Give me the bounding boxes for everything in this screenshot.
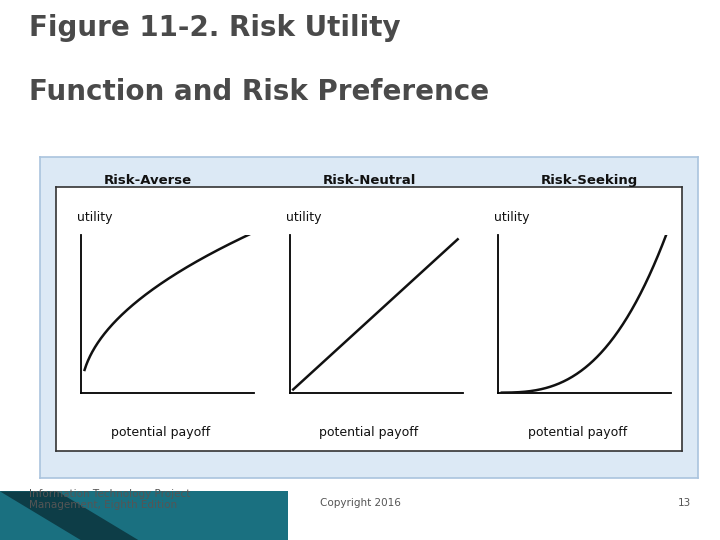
Text: utility: utility: [494, 211, 530, 224]
Text: potential payoff: potential payoff: [111, 426, 210, 438]
Text: potential payoff: potential payoff: [528, 426, 627, 438]
Text: Risk-Seeking: Risk-Seeking: [541, 174, 639, 187]
Text: Copyright 2016: Copyright 2016: [320, 498, 400, 508]
Text: Risk-Neutral: Risk-Neutral: [323, 174, 415, 187]
Text: Function and Risk Preference: Function and Risk Preference: [29, 78, 489, 106]
Text: Risk-Averse: Risk-Averse: [104, 174, 192, 187]
Polygon shape: [0, 491, 138, 540]
Text: potential payoff: potential payoff: [320, 426, 418, 438]
Text: 13: 13: [678, 498, 691, 508]
Text: utility: utility: [286, 211, 321, 224]
Text: utility: utility: [77, 211, 112, 224]
Text: Figure 11-2. Risk Utility: Figure 11-2. Risk Utility: [29, 14, 400, 42]
Text: Information Technology Project
Management, Eighth Edition: Information Technology Project Managemen…: [29, 489, 190, 510]
